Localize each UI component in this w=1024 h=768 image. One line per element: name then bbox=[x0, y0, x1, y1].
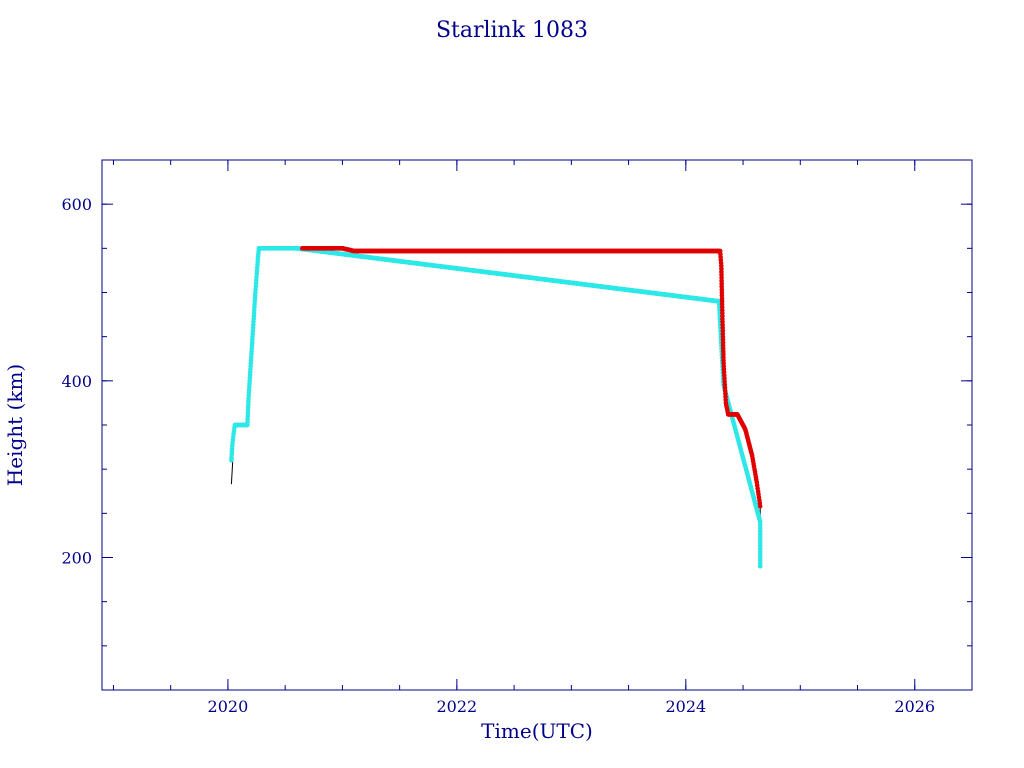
x-tick-labels: 2020 2022 2024 2026 bbox=[208, 697, 936, 716]
y-tick-label: 400 bbox=[61, 372, 92, 391]
x-tick-label: 2026 bbox=[894, 697, 935, 716]
x-tick-label: 2022 bbox=[437, 697, 478, 716]
plot-frame bbox=[101, 159, 973, 691]
y-tick-label: 200 bbox=[61, 549, 92, 568]
data-points bbox=[229, 246, 763, 569]
series-cyan bbox=[229, 246, 763, 569]
x-axis-label: Time(UTC) bbox=[481, 719, 593, 743]
y-tick-labels: 200 400 600 bbox=[61, 195, 92, 567]
y-axis-label: Height (km) bbox=[3, 364, 27, 486]
x-tick-label: 2020 bbox=[208, 697, 249, 716]
data-point bbox=[757, 564, 763, 569]
y-tick-label: 600 bbox=[61, 195, 92, 214]
series-red bbox=[300, 246, 763, 509]
x-tick-label: 2024 bbox=[665, 697, 706, 716]
major-ticks bbox=[102, 160, 972, 690]
minor-ticks bbox=[102, 159, 973, 691]
data-point bbox=[757, 504, 763, 509]
chart-title: Starlink 1083 bbox=[436, 18, 588, 43]
